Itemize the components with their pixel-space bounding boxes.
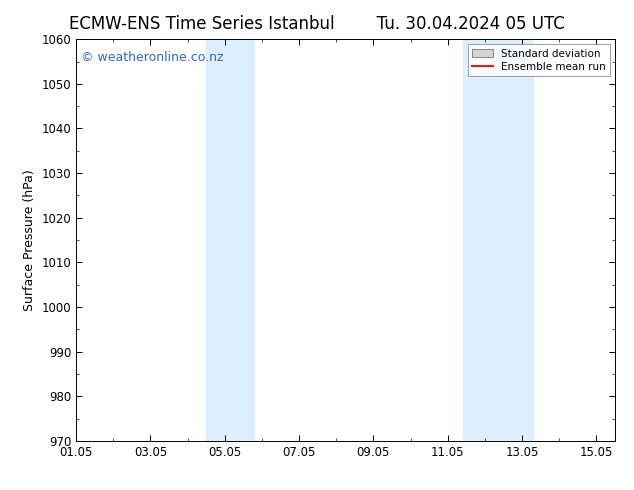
Bar — [463, 39, 533, 441]
Legend: Standard deviation, Ensemble mean run: Standard deviation, Ensemble mean run — [467, 45, 610, 76]
Bar — [206, 39, 254, 441]
Text: © weatheronline.co.nz: © weatheronline.co.nz — [81, 51, 224, 64]
Text: ECMW-ENS Time Series Istanbul        Tu. 30.04.2024 05 UTC: ECMW-ENS Time Series Istanbul Tu. 30.04.… — [69, 15, 565, 33]
Y-axis label: Surface Pressure (hPa): Surface Pressure (hPa) — [23, 169, 36, 311]
